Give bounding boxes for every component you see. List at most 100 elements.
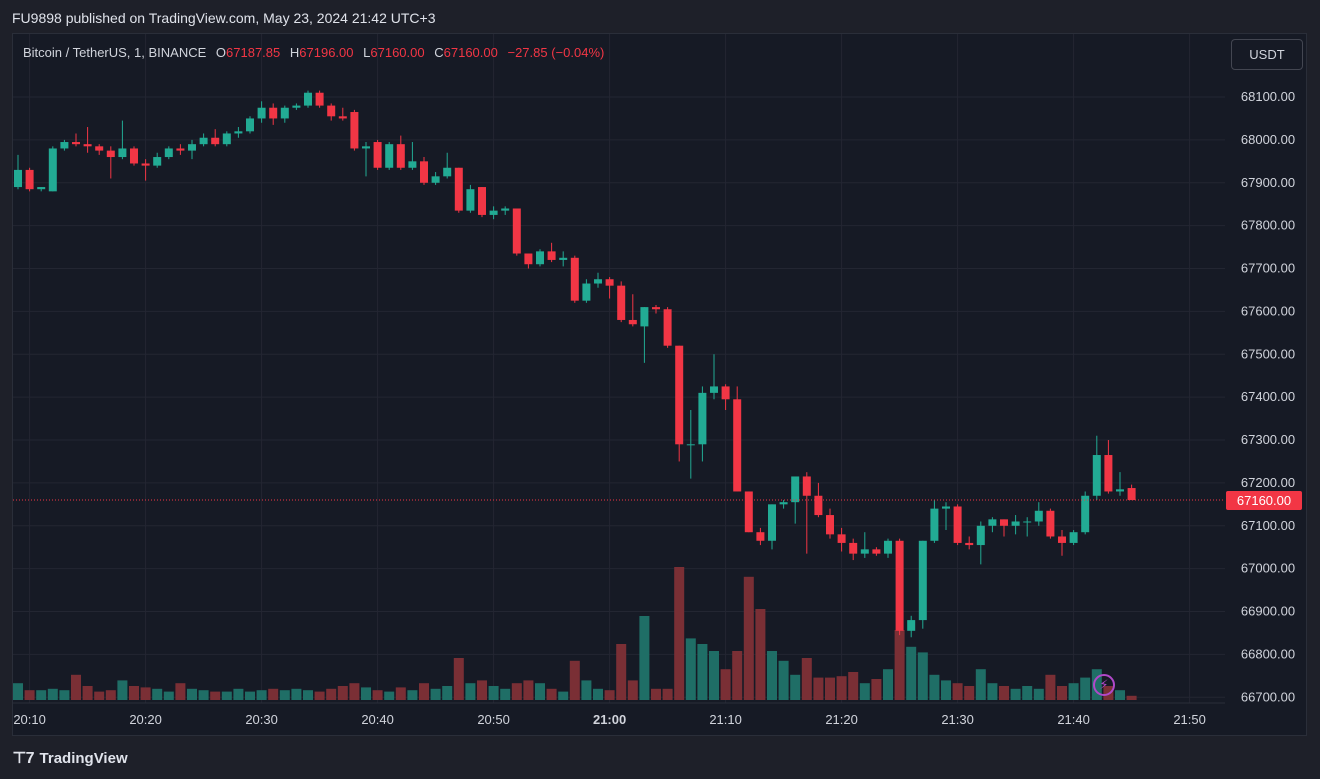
candle-body	[884, 540, 892, 554]
x-tick-label: 20:10	[13, 712, 46, 727]
candle-body	[872, 549, 881, 554]
volume-bar	[1033, 688, 1044, 700]
volume-bar	[1022, 686, 1033, 700]
candle-body	[83, 144, 92, 147]
volume-bar	[24, 690, 35, 700]
volume-bar	[674, 567, 685, 700]
x-tick-label: 20:40	[361, 712, 394, 727]
candle-body	[512, 208, 521, 254]
x-tick-label: 21:40	[1057, 712, 1090, 727]
candle-body	[744, 491, 753, 533]
candle-body	[965, 542, 974, 546]
volume-bar	[511, 683, 522, 700]
volume-bar	[221, 691, 232, 700]
candle-body	[570, 257, 579, 301]
volume-bar	[477, 680, 487, 700]
volume-bar	[732, 651, 743, 700]
tradingview-logo[interactable]: ⊤7 TradingView	[12, 748, 128, 768]
candle-body	[211, 137, 220, 145]
y-tick-label: 67300.00	[1241, 432, 1295, 447]
lightning-icon[interactable]: ⚡	[1093, 674, 1115, 696]
volume-bar	[883, 669, 893, 700]
high-value: 67196.00	[299, 45, 354, 60]
volume-bar	[395, 687, 406, 700]
candle-body	[420, 161, 428, 183]
candle-body	[953, 506, 962, 543]
candle-body	[1127, 488, 1136, 501]
volume-bar	[82, 686, 93, 700]
candle-body	[721, 386, 730, 400]
x-tick-label: 21:50	[1173, 712, 1206, 727]
candle-body	[779, 502, 788, 505]
volume-bar	[941, 680, 951, 700]
volume-bar	[755, 609, 766, 700]
candle-body	[431, 176, 440, 183]
candle-body	[234, 131, 243, 134]
candle-body	[628, 319, 637, 325]
y-tick-label: 68000.00	[1241, 132, 1295, 147]
chart-frame[interactable]	[12, 33, 1307, 736]
volume-bar	[1126, 695, 1137, 700]
x-tick-label: 20:50	[477, 712, 510, 727]
y-tick-label: 66900.00	[1241, 604, 1295, 619]
candle-body	[164, 148, 173, 158]
chart-legend: Bitcoin / TetherUS, 1, BINANCE O67187.85…	[23, 45, 604, 60]
volume-bar	[140, 687, 151, 700]
candle-body	[710, 386, 718, 393]
volume-bar	[314, 691, 325, 700]
low-value: 67160.00	[370, 45, 425, 60]
y-tick-label: 67200.00	[1241, 475, 1295, 490]
candle-body	[733, 399, 742, 492]
candle-body	[199, 137, 208, 145]
volume-bar	[952, 683, 963, 700]
volume-bar	[1045, 674, 1056, 700]
candle-body	[1069, 532, 1078, 543]
volume-bar	[337, 686, 348, 700]
volume-bar	[59, 690, 70, 700]
candle-body	[106, 150, 115, 158]
volume-bar	[1080, 677, 1091, 700]
candle-body	[942, 506, 950, 509]
candle-body	[802, 476, 811, 496]
candle-body	[698, 392, 707, 445]
y-tick-label: 67000.00	[1241, 561, 1295, 576]
volume-layer	[13, 567, 1137, 700]
volume-bar	[175, 683, 186, 700]
volume-bar	[349, 683, 360, 700]
candle-body	[814, 495, 823, 516]
volume-bar	[790, 674, 801, 700]
candle-body	[976, 525, 985, 546]
volume-bar	[975, 669, 986, 700]
brand-name: TradingView	[39, 749, 128, 767]
candle-body	[362, 146, 370, 149]
volume-bar	[245, 691, 255, 700]
candle-body	[14, 169, 22, 188]
y-tick-label: 67800.00	[1241, 218, 1295, 233]
candle-body	[1081, 495, 1090, 533]
volume-bar	[442, 686, 453, 700]
currency-button[interactable]: USDT	[1231, 39, 1303, 70]
candle-body	[304, 92, 312, 106]
volume-bar	[546, 688, 557, 700]
volume-bar	[825, 677, 835, 700]
close-label: C	[434, 45, 444, 60]
candle-body	[60, 142, 69, 149]
candle-body	[524, 253, 533, 265]
volume-bar	[767, 651, 777, 700]
candle-body	[675, 345, 684, 445]
publish-info: FU9898 published on TradingView.com, May…	[12, 10, 436, 26]
symbol-name[interactable]: Bitcoin / TetherUS, 1, BINANCE	[23, 45, 207, 60]
y-tick-label: 67400.00	[1241, 389, 1295, 404]
close-value: 67160.00	[443, 45, 498, 60]
volume-bar	[859, 683, 870, 700]
candle-body	[652, 307, 660, 310]
candle-body	[663, 309, 672, 346]
volume-bar	[813, 677, 824, 700]
candle-body	[141, 163, 150, 166]
volume-bar	[163, 691, 174, 700]
candle-body	[478, 187, 486, 215]
high-label: H	[289, 45, 300, 60]
candle-body	[1104, 455, 1113, 492]
y-tick-label: 67900.00	[1241, 175, 1295, 190]
